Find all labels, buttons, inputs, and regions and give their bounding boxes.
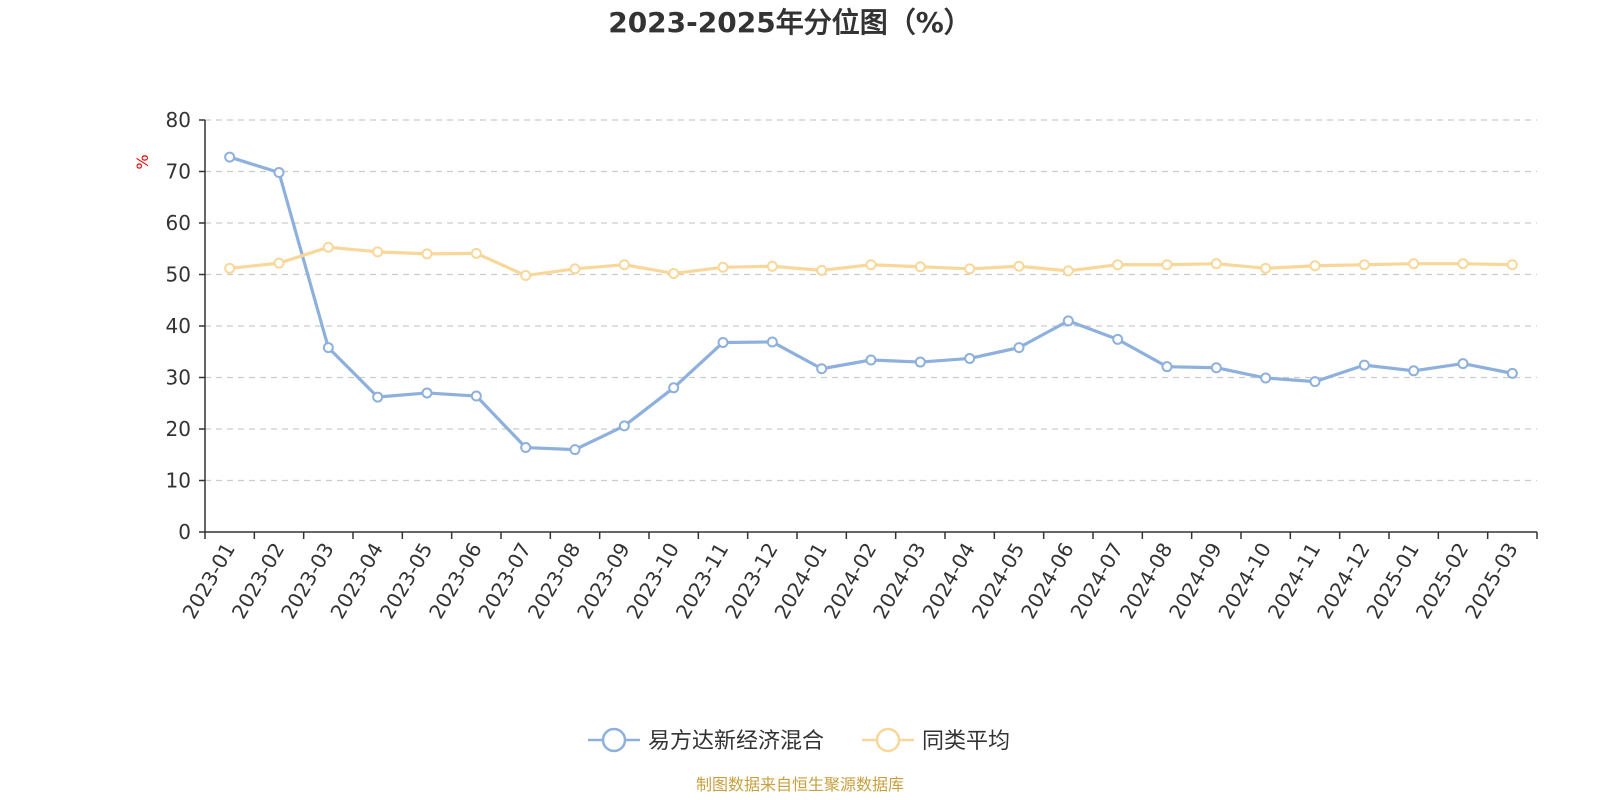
y-tick-label: 10 (166, 469, 191, 493)
data-point[interactable] (668, 267, 680, 279)
y-tick-label: 0 (178, 520, 191, 544)
data-point[interactable] (1112, 259, 1124, 271)
data-point[interactable] (816, 363, 828, 375)
data-point[interactable] (1457, 358, 1469, 370)
data-point[interactable] (1309, 376, 1321, 388)
data-point[interactable] (1260, 372, 1272, 384)
data-point[interactable] (1408, 365, 1420, 377)
data-point[interactable] (470, 247, 482, 259)
data-point[interactable] (273, 167, 285, 179)
legend[interactable]: 易方达新经济混合 同类平均 (588, 727, 1010, 754)
series-0 (224, 151, 1518, 456)
data-point[interactable] (914, 356, 926, 368)
data-point[interactable] (421, 248, 433, 260)
data-point[interactable] (618, 420, 630, 432)
data-point[interactable] (1260, 262, 1272, 274)
y-tick-labels: 0 10 20 30 40 50 60 70 80 (166, 108, 191, 544)
series-lines (224, 151, 1518, 456)
legend-marker-icon (875, 727, 901, 753)
data-point[interactable] (1161, 259, 1173, 271)
data-point[interactable] (224, 151, 236, 163)
legend-marker-icon (601, 727, 627, 753)
data-point[interactable] (914, 261, 926, 273)
data-point[interactable] (569, 263, 581, 275)
axes (199, 119, 1538, 539)
y-tick-label: 20 (166, 417, 191, 441)
legend-item-0[interactable]: 易方达新经济混合 (588, 727, 824, 754)
data-point[interactable] (1358, 259, 1370, 271)
data-point[interactable] (865, 259, 877, 271)
data-point[interactable] (1062, 315, 1074, 327)
data-point[interactable] (1309, 260, 1321, 272)
data-point[interactable] (1210, 258, 1222, 270)
data-point[interactable] (421, 387, 433, 399)
data-point[interactable] (668, 382, 680, 394)
data-point[interactable] (322, 342, 334, 354)
data-point[interactable] (1506, 367, 1518, 379)
series-line (229, 155, 1513, 452)
data-point[interactable] (470, 390, 482, 402)
y-tick-label: 60 (166, 211, 191, 235)
data-source-note: 制图数据来自恒生聚源数据库 (696, 775, 904, 794)
data-point[interactable] (717, 336, 729, 348)
data-point[interactable] (1506, 259, 1518, 271)
chart-title: 2023-2025年分位图（%） (608, 6, 972, 39)
legend-label: 同类平均 (922, 729, 1010, 754)
data-point[interactable] (766, 260, 778, 272)
data-point[interactable] (1013, 342, 1025, 354)
data-point[interactable] (1161, 361, 1173, 373)
data-point[interactable] (1457, 258, 1469, 270)
legend-label: 易方达新经济混合 (648, 729, 824, 754)
data-point[interactable] (717, 261, 729, 273)
data-point[interactable] (1358, 359, 1370, 371)
data-point[interactable] (1112, 333, 1124, 345)
y-tick-label: 70 (166, 160, 191, 184)
data-point[interactable] (618, 259, 630, 271)
data-point[interactable] (520, 270, 532, 282)
data-point[interactable] (372, 246, 384, 258)
data-point[interactable] (1013, 260, 1025, 272)
data-point[interactable] (816, 264, 828, 276)
data-point[interactable] (322, 241, 334, 253)
x-tick-labels: 2023-012023-022023-032023-042023-052023-… (177, 539, 1522, 623)
y-tick-label: 40 (166, 314, 191, 338)
y-tick-label: 50 (166, 263, 191, 287)
data-point[interactable] (224, 262, 236, 274)
data-point[interactable] (569, 444, 581, 456)
series-1 (224, 241, 1518, 282)
data-point[interactable] (766, 336, 778, 348)
data-point[interactable] (273, 257, 285, 269)
y-axis-unit-label: % (133, 154, 152, 169)
y-tick-label: 80 (166, 108, 191, 132)
y-tick-label: 30 (166, 366, 191, 390)
data-point[interactable] (865, 354, 877, 366)
data-point[interactable] (1408, 258, 1420, 270)
data-point[interactable] (964, 263, 976, 275)
data-point[interactable] (1210, 362, 1222, 374)
data-point[interactable] (372, 391, 384, 403)
data-point[interactable] (964, 352, 976, 364)
legend-item-1[interactable]: 同类平均 (862, 727, 1010, 754)
data-point[interactable] (520, 442, 532, 454)
data-point[interactable] (1062, 265, 1074, 277)
grid-lines (205, 119, 1537, 482)
